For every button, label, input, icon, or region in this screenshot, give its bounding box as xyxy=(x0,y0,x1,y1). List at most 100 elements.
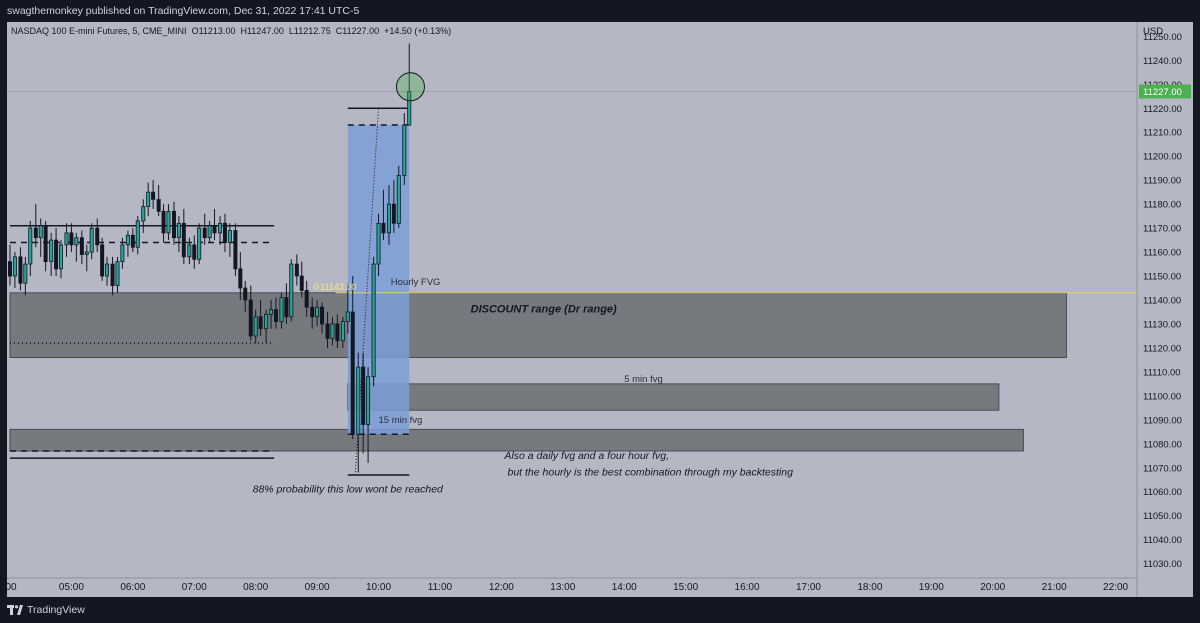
candle-body xyxy=(197,227,202,260)
candle-body xyxy=(166,210,171,234)
candle-body xyxy=(58,244,63,270)
tradingview-brand[interactable]: TradingView xyxy=(7,597,85,623)
candle-body xyxy=(273,309,278,322)
time-tick-label: 14:00 xyxy=(612,582,637,593)
candle-body xyxy=(361,366,366,426)
five-min-fvg-label: 5 min fvg xyxy=(624,374,663,385)
candle-body xyxy=(105,263,110,277)
candle-body xyxy=(238,268,243,289)
time-tick-label: 06:00 xyxy=(120,582,145,593)
candle-body xyxy=(18,256,23,284)
candle-body xyxy=(49,239,54,263)
candle-body xyxy=(156,198,161,212)
candle-body xyxy=(340,321,345,342)
price-chart[interactable]: 11030.00 11040.00 11050.00 11060.00 11070.00… xyxy=(7,22,1193,597)
candle-body xyxy=(376,222,381,265)
legend-close-value: 11227.00 xyxy=(342,26,379,36)
time-tick-label: 16:00 xyxy=(735,582,760,593)
time-tick-label: 00 xyxy=(7,582,17,593)
candle-body xyxy=(258,316,263,330)
legend-high-value: 11247.00 xyxy=(247,26,284,36)
price-tick-label: 11080.00 xyxy=(1143,439,1182,450)
candle-body xyxy=(248,299,253,337)
candle-body xyxy=(366,376,371,426)
candle-body xyxy=(151,191,156,200)
price-tick-label: 11030.00 xyxy=(1143,559,1182,570)
time-tick-label: 10:00 xyxy=(366,582,391,593)
time-tick-label: 11:00 xyxy=(428,582,453,593)
candle-body xyxy=(120,244,125,263)
eq-zero-label: 0 xyxy=(314,282,319,292)
daily-note-line1: Also a daily fvg and a four hour fvg, xyxy=(503,450,669,462)
candle-body xyxy=(320,306,325,325)
candle-body xyxy=(284,297,289,318)
time-tick-label: 15:00 xyxy=(673,582,698,593)
last-price-badge xyxy=(1139,84,1191,99)
price-tick-label: 11060.00 xyxy=(1143,487,1182,498)
candle-body xyxy=(181,222,186,258)
candle-body xyxy=(74,237,79,246)
time-tick-label: 17:00 xyxy=(796,582,821,593)
candle-body xyxy=(386,203,391,234)
candle-body xyxy=(115,261,120,287)
highlight-circle-marker xyxy=(395,72,425,102)
time-tick-label: 08:00 xyxy=(243,582,268,593)
price-tick-label: 11120.00 xyxy=(1143,343,1181,354)
candle-body xyxy=(110,263,115,287)
tradingview-logo-icon xyxy=(7,605,23,615)
candle-body xyxy=(100,244,105,277)
candle-body xyxy=(402,124,407,176)
hourly-fvg-label: Hourly FVG xyxy=(391,277,441,288)
candle-body xyxy=(146,191,151,207)
price-tick-label: 11210.00 xyxy=(1143,128,1182,139)
legend-open-label: O xyxy=(187,26,199,36)
candle-body xyxy=(233,230,238,270)
time-tick-label: 21:00 xyxy=(1042,582,1067,593)
chart-area[interactable]: 11030.00 11040.00 11050.00 11060.00 11070.00… xyxy=(7,22,1193,597)
price-tick-label: 11190.00 xyxy=(1143,176,1181,187)
candle-body xyxy=(407,91,412,126)
candle-body xyxy=(356,366,361,435)
candle-body xyxy=(79,237,84,255)
candle-body xyxy=(125,234,130,246)
candle-body xyxy=(12,256,17,277)
probability-note: 88% probability this low wont be reached xyxy=(253,483,444,495)
fifteen-min-fvg-zone xyxy=(9,428,1024,452)
legend-open-value: 11213.00 xyxy=(199,26,236,36)
candle-body xyxy=(64,232,69,246)
legend-high-label: H xyxy=(235,26,247,36)
legend-symbol: NASDAQ 100 E-mini Futures, 5, CME_MINI xyxy=(11,26,187,36)
price-tick-label: 11070.00 xyxy=(1143,463,1182,474)
price-axis-background xyxy=(1137,22,1193,597)
time-tick-label: 07:00 xyxy=(182,582,207,593)
candle-body xyxy=(396,174,401,224)
candle-body xyxy=(381,222,386,234)
candle-body xyxy=(187,244,192,258)
time-tick-label: 18:00 xyxy=(857,582,882,593)
currency-label: USD xyxy=(1143,26,1163,37)
candle-body xyxy=(264,313,269,330)
price-tick-label: 11250.00 xyxy=(1143,32,1182,43)
price-tick-label: 11140.00 xyxy=(1143,296,1181,307)
candle-body xyxy=(294,263,299,277)
time-tick-label: 20:00 xyxy=(980,582,1005,593)
candle-body xyxy=(243,287,248,301)
time-tick-label: 12:00 xyxy=(489,582,514,593)
candle-body xyxy=(325,323,330,339)
price-tick-label: 11220.00 xyxy=(1143,104,1182,115)
discount-range-label: DISCOUNT range (Dr range) xyxy=(471,304,617,316)
candle-body xyxy=(371,263,376,378)
candle-body xyxy=(202,227,207,239)
candle-body xyxy=(315,306,320,318)
candle-body xyxy=(269,309,274,315)
tradingview-brand-label: TradingView xyxy=(27,604,85,616)
candle-body xyxy=(304,290,309,308)
time-tick-label: 09:00 xyxy=(305,582,330,593)
five-min-fvg-zone xyxy=(347,383,1000,411)
candle-body xyxy=(218,222,223,234)
fifteen-min-fvg-label: 15 min fvg xyxy=(379,415,423,426)
candle-body xyxy=(289,263,294,318)
candle-body xyxy=(279,297,284,322)
price-tick-label: 11050.00 xyxy=(1143,511,1182,522)
candle-body xyxy=(212,225,217,234)
